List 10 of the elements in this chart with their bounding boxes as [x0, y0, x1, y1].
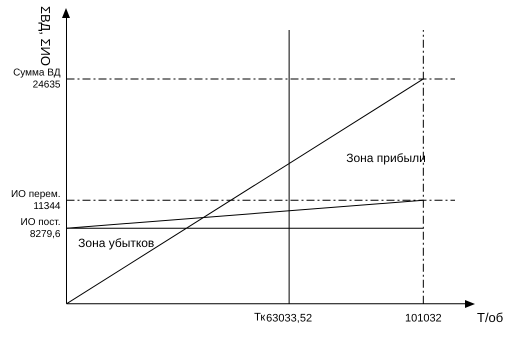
x-axis-title: Т/об	[477, 310, 504, 325]
y-tick-label: ИО перем. 11344	[10, 189, 61, 212]
y-axis-title: ΣВД, ΣИО	[38, 6, 53, 66]
annotation: Зона убытков	[78, 236, 154, 250]
x-tick-label: 101032	[404, 312, 442, 324]
y-tick-label: Сумма ВД 24635	[13, 68, 61, 91]
ref-line-label: Тк	[254, 311, 266, 324]
annotation: Зона прибыли	[346, 151, 426, 165]
x-tick-label: 63033,52	[266, 312, 312, 324]
y-tick-label: ИО пост. 8279,6	[20, 216, 61, 240]
